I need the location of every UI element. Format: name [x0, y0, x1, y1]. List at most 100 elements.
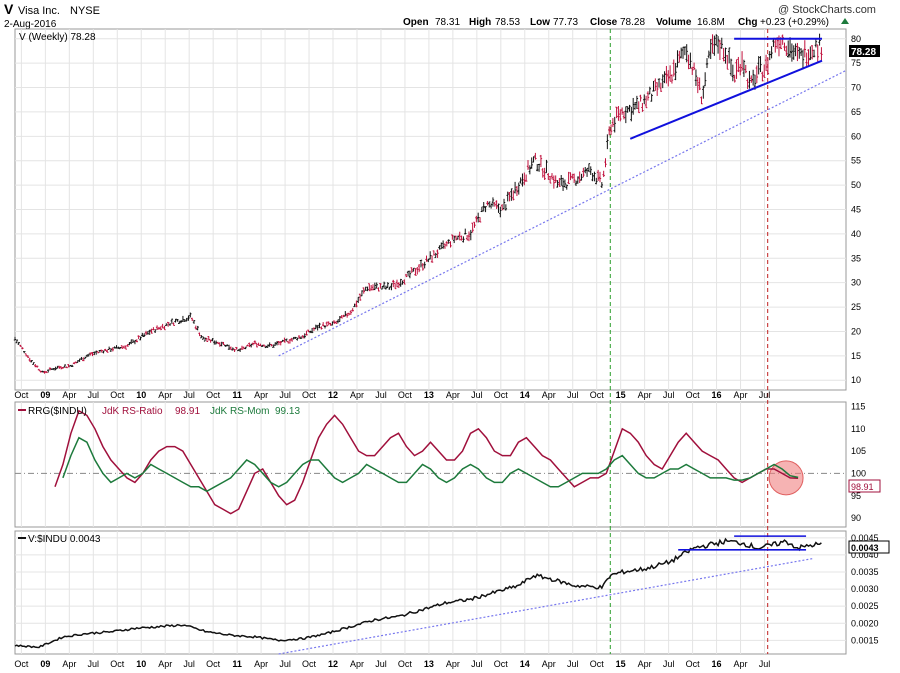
x-tick-label: Oct — [398, 390, 413, 400]
y-tick-label: 45 — [851, 205, 861, 215]
vertical-markers — [609, 29, 769, 654]
y-tick-label: 35 — [851, 253, 861, 263]
x-tick-label: Apr — [158, 659, 172, 669]
low-value: 77.73 — [553, 17, 578, 28]
y-tick-label: 65 — [851, 107, 861, 117]
price-panel-title: V (Weekly) 78.28 — [19, 32, 96, 43]
ratio-layer — [14, 535, 822, 655]
x-tick-label: 15 — [616, 659, 626, 669]
x-tick-label: Apr — [542, 659, 556, 669]
y-tick-label: 0.0040 — [851, 550, 879, 560]
x-tick-label: Jul — [759, 390, 771, 400]
x-tick-label: Apr — [542, 390, 556, 400]
rs-ratio-line — [54, 409, 799, 515]
chg-label: Chg — [738, 17, 757, 28]
x-tick-label: 14 — [520, 390, 530, 400]
x-tick-label: Apr — [62, 659, 76, 669]
y-tick-label: 75 — [851, 58, 861, 68]
high-value: 78.53 — [495, 17, 520, 28]
x-tick-label: Oct — [302, 659, 317, 669]
y-tick-label: 0.0025 — [851, 601, 879, 611]
x-tick-label: Jul — [183, 390, 195, 400]
x-tick-label: Oct — [206, 659, 221, 669]
volume-value: 16.8M — [697, 17, 725, 28]
x-tick-label: Apr — [638, 659, 652, 669]
x-tick-label: Jul — [279, 659, 291, 669]
rs-mom-line — [62, 436, 799, 493]
x-tick-label: 09 — [40, 390, 50, 400]
rrg-last-label-bg — [848, 479, 881, 493]
x-tick-label: Apr — [350, 659, 364, 669]
y-tick-label: 0.0015 — [851, 635, 879, 645]
x-tick-label: Oct — [494, 659, 509, 669]
y-tick-label: 90 — [851, 513, 861, 523]
y-tick-label: 10 — [851, 375, 861, 385]
chg-value: +0.23 (+0.29%) — [760, 17, 829, 28]
rs-mom-legend-name: JdK RS-Mom — [210, 406, 269, 417]
y-tick-label: 110 — [851, 424, 865, 434]
y-tick-label: 25 — [851, 302, 861, 312]
x-tick-label: Apr — [638, 390, 652, 400]
x-tick-label: 10 — [136, 659, 146, 669]
x-tick-label: Oct — [14, 659, 29, 669]
axes-layer: Oct Oct 09 09 Apr Apr Jul Jul Oct Oct 10 10 Apr Apr Ju… — [14, 34, 878, 669]
x-tick-label: Oct — [110, 659, 125, 669]
x-tick-label: Apr — [734, 390, 748, 400]
x-tick-label: Jul — [759, 659, 771, 669]
y-tick-label: 80 — [851, 34, 861, 44]
price-last-label-bg — [849, 45, 880, 57]
x-tick-label: Jul — [471, 659, 483, 669]
y-tick-label: 50 — [851, 180, 861, 190]
y-tick-label: 70 — [851, 83, 861, 93]
rrg-panel — [14, 401, 847, 528]
x-tick-label: Jul — [375, 659, 387, 669]
x-tick-label: Oct — [686, 659, 701, 669]
x-tick-label: Oct — [494, 390, 509, 400]
x-tick-label: Apr — [158, 390, 172, 400]
chart-date: 2-Aug-2016 — [4, 19, 57, 30]
rrg-layer — [15, 409, 846, 515]
low-label: Low — [530, 17, 550, 28]
x-tick-label: 10 — [136, 390, 146, 400]
x-tick-label: 11 — [232, 659, 242, 669]
highlight-circle — [768, 460, 804, 496]
y-tick-label: 0.0030 — [851, 584, 879, 594]
x-tick-label: Jul — [567, 390, 579, 400]
price-layer — [13, 33, 847, 374]
x-tick-label: 12 — [328, 390, 338, 400]
x-tick-label: Apr — [734, 659, 748, 669]
x-tick-label: Oct — [686, 390, 701, 400]
price-trendline — [629, 59, 823, 140]
x-tick-label: 16 — [712, 390, 722, 400]
x-tick-label: 14 — [520, 659, 530, 669]
volume-label: Volume — [656, 17, 692, 28]
x-tick-label: 12 — [328, 659, 338, 669]
rrg-legend-swatch — [18, 409, 26, 411]
y-tick-label: 60 — [851, 131, 861, 141]
x-tick-label: 09 — [40, 659, 50, 669]
x-tick-label: Jul — [183, 659, 195, 669]
ratio-line — [14, 537, 822, 649]
x-tick-label: Apr — [254, 390, 268, 400]
x-tick-label: Apr — [254, 659, 268, 669]
y-tick-label: 0.0035 — [851, 567, 879, 577]
chart-header: V Visa Inc. NYSE 2-Aug-2016 Open 78.31 H… — [4, 1, 876, 30]
x-tick-label: 15 — [616, 390, 626, 400]
open-value: 78.31 — [435, 17, 460, 28]
close-label: Close — [590, 17, 618, 28]
symbol: V — [4, 1, 14, 17]
y-tick-label: 40 — [851, 229, 861, 239]
x-tick-label: Oct — [398, 659, 413, 669]
x-tick-label: Oct — [14, 390, 29, 400]
ratio-legend-swatch — [18, 537, 26, 539]
y-tick-label: 20 — [851, 326, 861, 336]
x-tick-label: 13 — [424, 659, 434, 669]
ratio-last-label: 0.0043 — [851, 543, 879, 553]
y-tick-label: 15 — [851, 351, 861, 361]
x-tick-label: Oct — [206, 390, 221, 400]
rs-mom-legend-value: 99.13 — [275, 406, 300, 417]
y-tick-label: 115 — [851, 401, 865, 411]
x-tick-label: Apr — [350, 390, 364, 400]
x-tick-label: 11 — [232, 390, 242, 400]
